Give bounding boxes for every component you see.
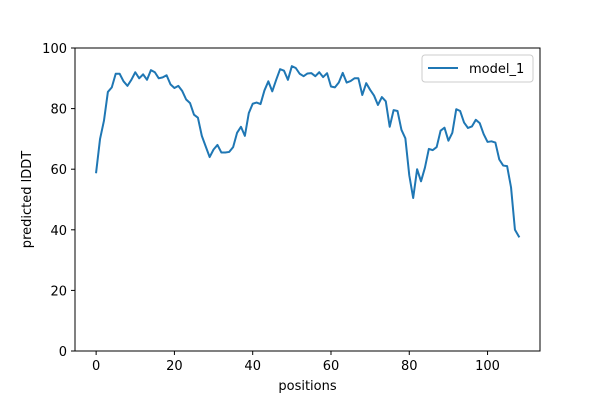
x-tick-label-0: 0 bbox=[92, 359, 100, 374]
y-axis-label: predicted lDDT bbox=[20, 151, 35, 248]
y-tick-label-60: 60 bbox=[50, 163, 67, 178]
y-tick-label-80: 80 bbox=[50, 103, 67, 118]
x-tick-label-60: 60 bbox=[323, 359, 340, 374]
y-tick-label-0: 0 bbox=[59, 345, 67, 360]
plot-area bbox=[95, 65, 521, 238]
legend-box bbox=[421, 54, 534, 83]
legend: model_1 bbox=[421, 54, 534, 83]
x-axis-label: positions bbox=[278, 379, 336, 394]
legend-label-model_1: model_1 bbox=[469, 62, 524, 77]
y-tick-label-40: 40 bbox=[50, 224, 67, 239]
x-tick-label-40: 40 bbox=[244, 359, 261, 374]
y-tick-label-20: 20 bbox=[50, 284, 67, 299]
x-tick-label-80: 80 bbox=[401, 359, 418, 374]
series-line-model_1 bbox=[95, 65, 521, 238]
y-tick-label-100: 100 bbox=[42, 42, 67, 57]
axes: 0 20 40 60 80 100 0 20 40 60 80 100 bbox=[42, 42, 541, 374]
axes-frame bbox=[74, 47, 541, 352]
x-tick-label-20: 20 bbox=[166, 359, 183, 374]
x-tick-label-100: 100 bbox=[475, 359, 500, 374]
